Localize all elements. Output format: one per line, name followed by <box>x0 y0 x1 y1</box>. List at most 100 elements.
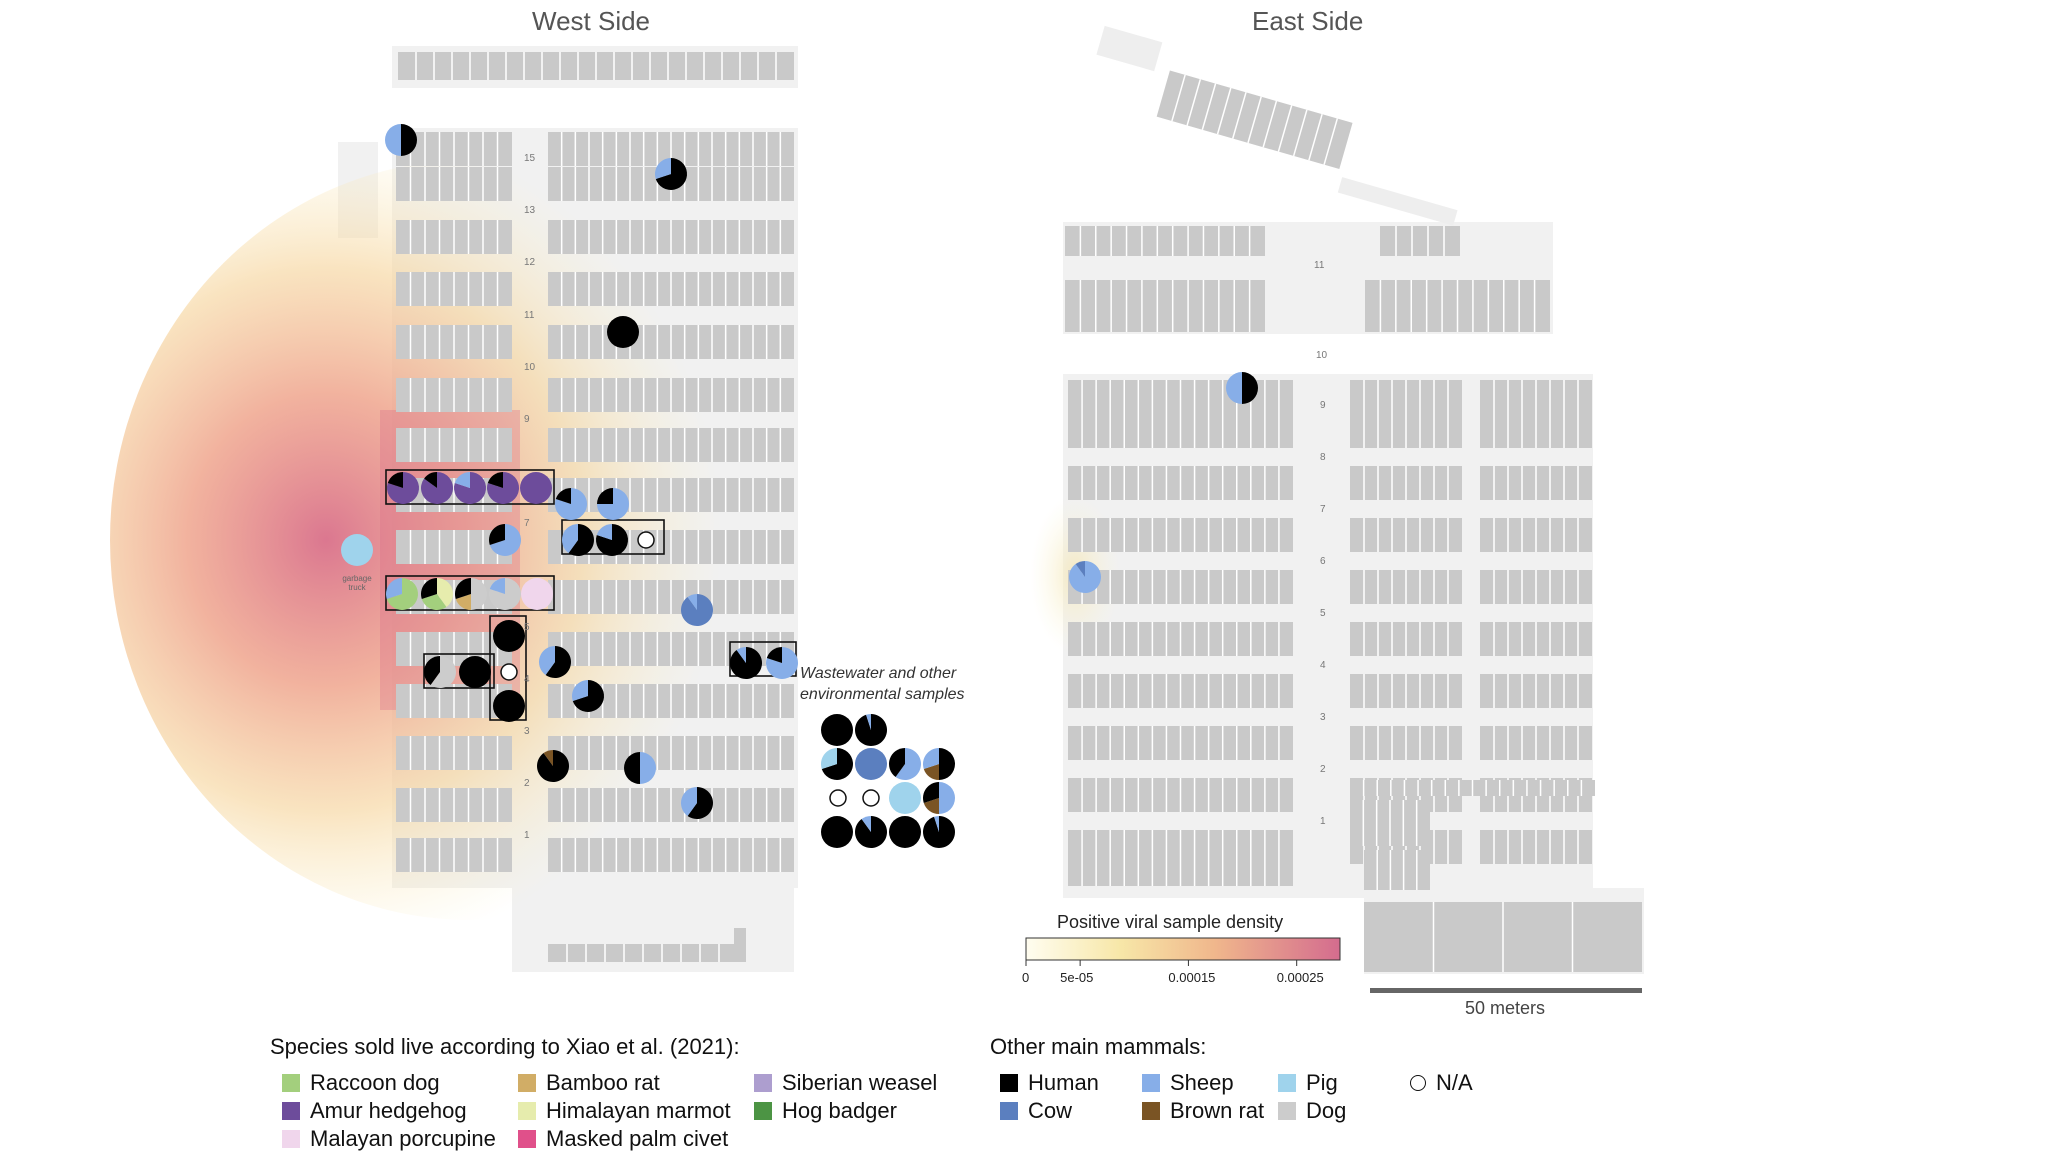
pie-slice <box>520 472 552 504</box>
stall-divider <box>1232 92 1247 139</box>
legend-label: Brown rat <box>1170 1098 1265 1123</box>
garbage-truck-label: garbage truck <box>342 574 372 592</box>
pie-slice <box>386 472 419 504</box>
row-number: 4 <box>524 674 530 685</box>
pie-slice <box>654 158 671 179</box>
species-legend-title: Species sold live according to Xiao et a… <box>270 1034 740 1059</box>
pie-slice <box>387 472 403 488</box>
legend-label: Sheep <box>1170 1070 1234 1095</box>
stall-divider <box>1216 87 1232 135</box>
stall-divider <box>1277 105 1293 152</box>
sample-pie <box>607 316 639 348</box>
stall-layer <box>396 25 1642 972</box>
sample-pie <box>520 472 552 504</box>
scale-bar <box>1370 988 1642 993</box>
stall-divider <box>1201 83 1217 130</box>
pie-slice <box>624 752 640 784</box>
pie-slice <box>493 620 525 652</box>
pie-slice <box>386 578 418 610</box>
stall-block <box>1364 850 1430 890</box>
stall-block <box>1380 226 1460 256</box>
legend-label: Hog badger <box>782 1098 897 1123</box>
pie-slice <box>939 782 955 814</box>
pie-slice <box>543 750 553 766</box>
pie-slice <box>521 578 553 610</box>
legend-item: Malayan porcupine <box>282 1126 496 1152</box>
legend-swatch <box>282 1102 300 1120</box>
sample-pie <box>923 748 955 780</box>
pie-slice <box>597 488 613 504</box>
pie-slice <box>640 752 656 784</box>
legend-label: Dog <box>1306 1098 1347 1123</box>
legend-label: Bamboo rat <box>546 1070 660 1095</box>
pie-slice <box>424 656 440 685</box>
pie-slice <box>829 789 847 807</box>
row-number: 7 <box>524 518 530 529</box>
stall-block <box>734 928 746 962</box>
row-number: 12 <box>524 257 536 268</box>
sample-pie <box>624 752 656 784</box>
sample-pie <box>521 578 553 610</box>
pie-slice <box>424 472 437 488</box>
legend-item: Cow <box>1000 1098 1072 1124</box>
sample-pie <box>539 646 571 679</box>
pie-slice <box>1075 561 1085 577</box>
legend-swatch <box>1278 1102 1296 1120</box>
legend-item: Masked palm civet <box>518 1126 728 1152</box>
legend-item: Amur hedgehog <box>282 1098 467 1124</box>
legend-label: N/A <box>1436 1070 1473 1095</box>
legend-label: Himalayan marmot <box>546 1098 731 1123</box>
density-tick-label: 5e-05 <box>1060 970 1094 985</box>
pie-slice <box>493 690 525 722</box>
legend-swatch <box>1278 1074 1296 1092</box>
pie-slice <box>1242 372 1258 404</box>
pie-slice <box>923 782 939 803</box>
row-number: 2 <box>1320 764 1326 775</box>
legend-item: Sheep <box>1142 1070 1234 1096</box>
legend-item: Hog badger <box>754 1098 897 1124</box>
pie-slice <box>385 124 401 156</box>
sample-pie <box>421 472 453 504</box>
west-side-title: West Side <box>532 6 651 36</box>
sample-pie <box>459 656 491 688</box>
pie-slice <box>1226 372 1242 404</box>
pie-slice <box>568 524 594 557</box>
pie-slice <box>454 578 471 599</box>
pie-slice <box>555 488 587 521</box>
sample-pie <box>454 578 487 610</box>
sample-pie <box>862 789 880 807</box>
row-number: 2 <box>524 778 530 789</box>
pie-layer <box>341 124 1258 848</box>
row-number: 11 <box>1314 260 1325 271</box>
pie-slice <box>459 656 491 688</box>
pie-slice <box>637 531 655 549</box>
pie-slice <box>855 748 887 780</box>
sample-pie <box>855 748 887 780</box>
pie-slice <box>687 594 697 610</box>
pie-slice <box>821 714 853 746</box>
legend-label: Malayan porcupine <box>310 1126 496 1151</box>
pie-slice <box>454 472 470 488</box>
highlight-box <box>385 575 555 611</box>
ground-plate <box>1337 177 1458 226</box>
sample-pie <box>855 816 887 848</box>
stall-block <box>1065 226 1265 256</box>
legend-item: Pig <box>1278 1070 1338 1096</box>
sample-pie <box>341 534 373 566</box>
legend-label: Human <box>1028 1070 1099 1095</box>
pie-slice <box>939 748 955 780</box>
legend-swatch <box>754 1102 772 1120</box>
sample-pie <box>420 578 453 610</box>
pie-slice <box>889 782 921 814</box>
legend-label: Raccoon dog <box>310 1070 440 1095</box>
sample-pie <box>681 594 714 626</box>
sample-pie <box>488 524 521 556</box>
legend-item: N/A <box>1410 1070 1473 1096</box>
pie-slice <box>861 816 871 832</box>
legend-swatch <box>518 1130 536 1148</box>
legend-item: Brown rat <box>1142 1098 1264 1124</box>
sample-pie <box>500 663 518 681</box>
pie-slice <box>471 578 487 610</box>
legend-item: Raccoon dog <box>282 1070 440 1096</box>
stall-divider <box>1292 109 1308 157</box>
